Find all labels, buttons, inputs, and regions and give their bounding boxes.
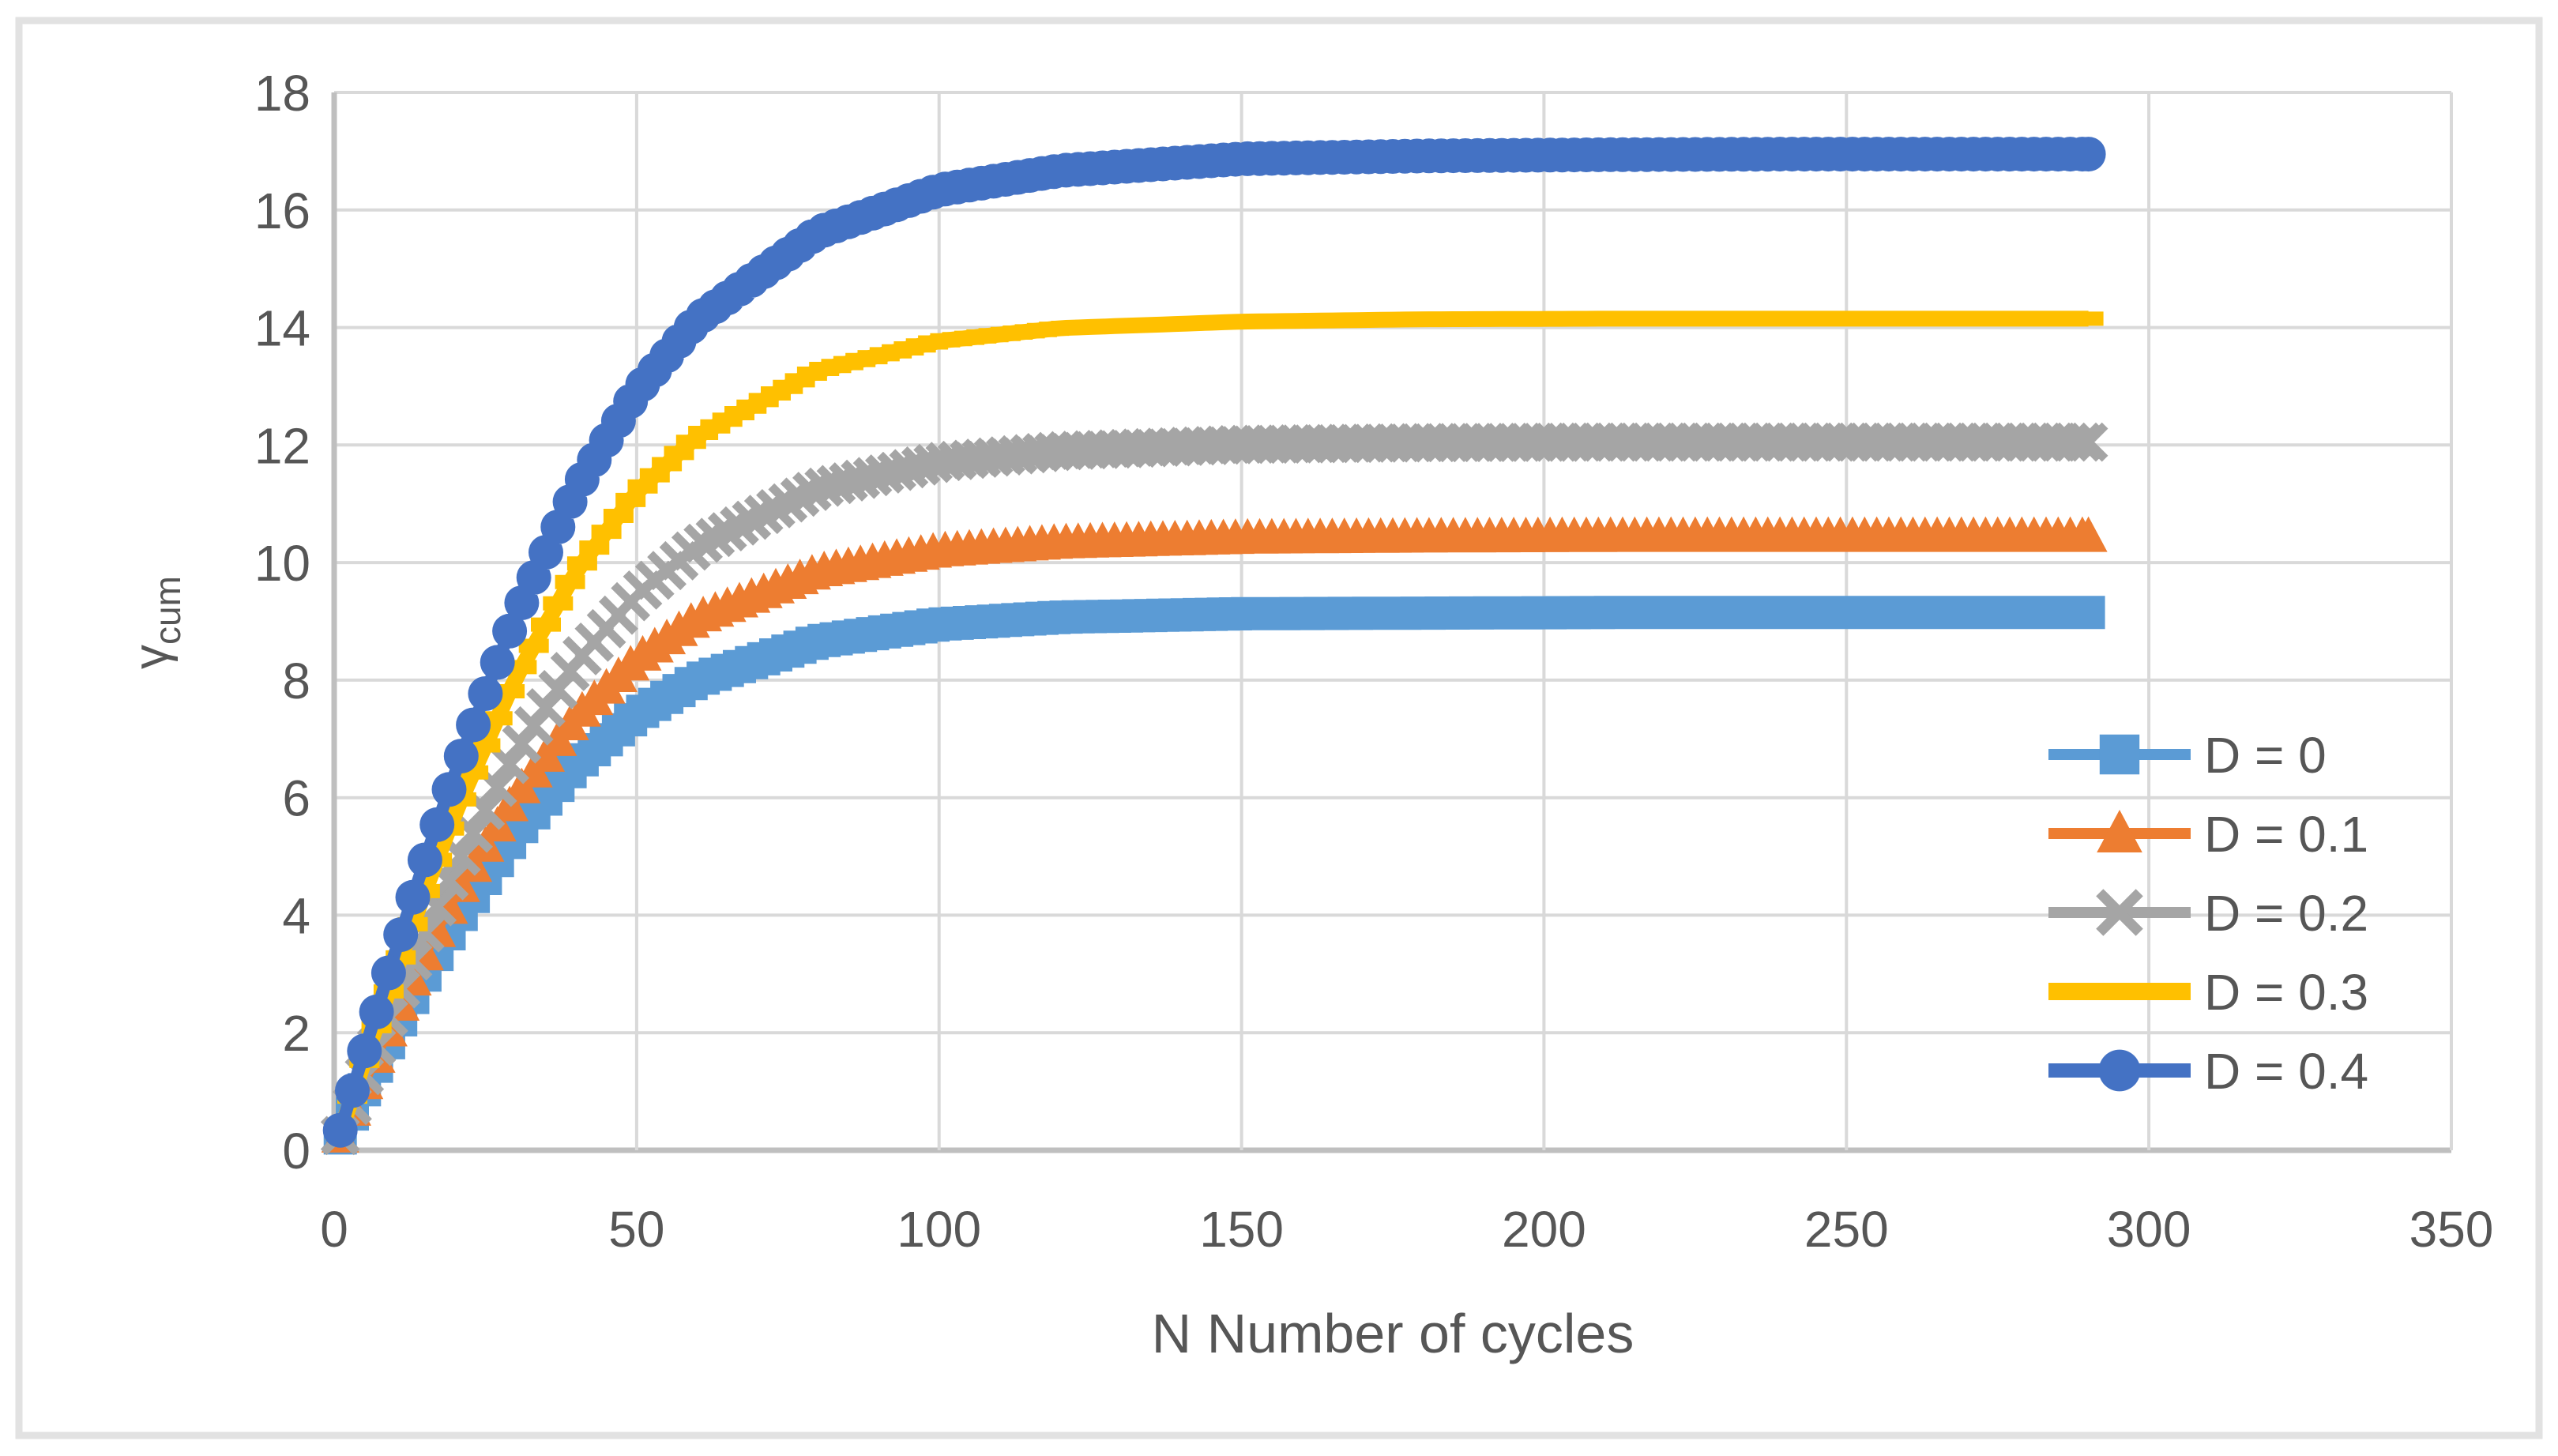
x-tick-label: 300 [2107, 1201, 2191, 1258]
series-line [334, 148, 2089, 1133]
x-tick-label: 50 [608, 1201, 664, 1258]
series-d---0.4 [322, 137, 2106, 1148]
legend-label: D = 0.1 [2204, 806, 2368, 863]
y-tick-label: 10 [254, 535, 310, 592]
y-tick-label: 2 [282, 1005, 310, 1062]
legend-marker-circle [2098, 1049, 2141, 1092]
y-tick-label: 12 [254, 417, 310, 474]
legend-item-d---0.2: D = 0.2 [2048, 885, 2368, 942]
y-tick-label: 8 [282, 653, 310, 709]
y-axis-title: γcum [124, 576, 188, 669]
series-d---0 [323, 596, 2105, 1155]
x-tick-label: 100 [897, 1201, 981, 1258]
series-d---0.3 [325, 310, 2104, 1140]
x-tick-label: 250 [1804, 1201, 1889, 1258]
x-axis-title: N Number of cycles [1152, 1303, 1634, 1364]
legend-item-d---0.3: D = 0.3 [2048, 964, 2368, 1021]
x-tick-label: 350 [2409, 1201, 2494, 1258]
y-tick-label: 14 [254, 300, 310, 357]
legend-label: D = 0 [2204, 727, 2327, 784]
y-tick-label: 4 [282, 887, 310, 944]
x-tick-label: 150 [1199, 1201, 1284, 1258]
series-layer [320, 137, 2108, 1156]
series-d---0.1 [321, 516, 2108, 1153]
legend-label: D = 0.2 [2204, 885, 2368, 942]
legend-item-d---0.1: D = 0.1 [2048, 806, 2368, 863]
legend-marker-x [2096, 889, 2143, 936]
legend-marker-dash [2101, 983, 2138, 1000]
y-axis-title-subscript: cum [147, 576, 188, 645]
y-axis-title-gamma: γ [124, 645, 179, 669]
legend-marker-triangle [2097, 810, 2142, 852]
legend-item-d---0.4: D = 0.4 [2048, 1043, 2368, 1100]
x-tick-label: 200 [1502, 1201, 1586, 1258]
tick-labels: 0 2 4 6 8 10 12 14 16 18 0 50 100 150 200 250 300 350 [254, 65, 2494, 1258]
series-d---0.2 [320, 422, 2108, 1156]
legend-label: D = 0.3 [2204, 964, 2368, 1021]
legend-marker-square [2099, 734, 2140, 775]
y-tick-label: 16 [254, 182, 310, 239]
legend-item-d---0: D = 0 [2048, 727, 2327, 784]
x-tick-label: 0 [320, 1201, 348, 1258]
y-tick-label: 18 [254, 65, 310, 122]
legend-label: D = 0.4 [2204, 1043, 2368, 1100]
y-tick-label: 6 [282, 770, 310, 827]
y-tick-label: 0 [282, 1123, 310, 1179]
legend: D = 0 D = 0.1 D = 0.2 D = 0.3 D = 0.4 [2048, 727, 2368, 1100]
figure-border [15, 17, 2543, 1439]
